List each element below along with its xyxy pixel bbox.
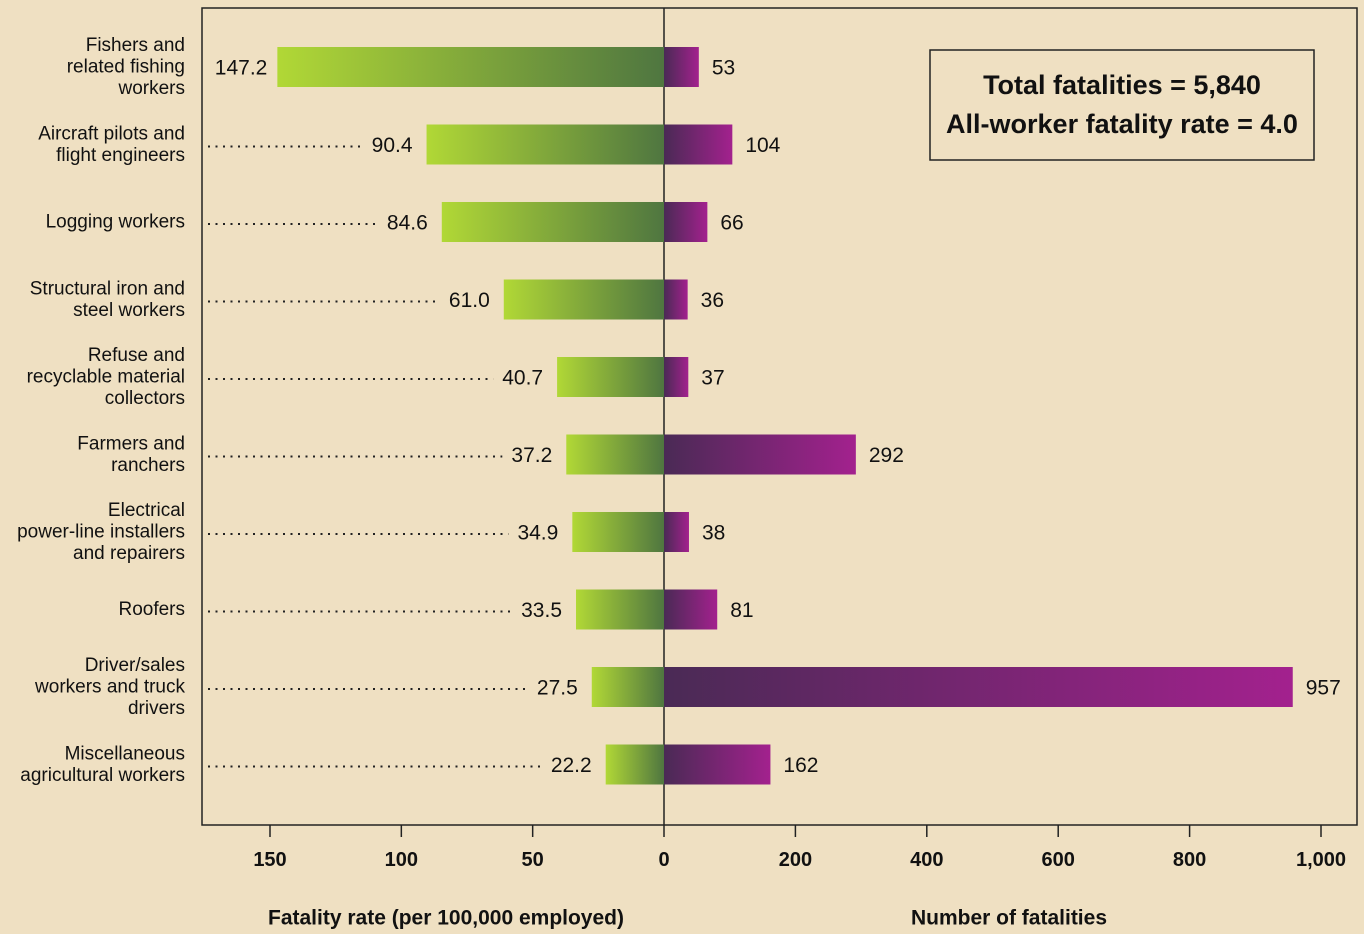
fatalities-bar: [664, 434, 856, 475]
rate-axis-title: Fatality rate (per 100,000 employed): [268, 907, 624, 930]
fatalities-value-label: 37: [701, 367, 724, 390]
category-label-line: ranchers: [111, 455, 185, 476]
rate-value-label: 90.4: [372, 134, 413, 157]
category-label-line: related fishing: [67, 57, 185, 78]
rate-value-label: 37.2: [511, 444, 552, 467]
rate-value-label: 27.5: [537, 677, 578, 700]
rate-bar: [426, 124, 664, 165]
rate-axis-tick-label: 50: [522, 849, 544, 871]
category-label: Farmers and ranchers: [77, 433, 185, 476]
category-label: Fishers and related fishing workers: [67, 35, 185, 99]
rate-axis-tick-label: 150: [253, 849, 286, 871]
rate-bar: [566, 434, 664, 475]
fatalities-bar: [664, 124, 733, 165]
fatalities-value-label: 957: [1306, 677, 1341, 700]
rate-value-label: 34.9: [517, 522, 558, 545]
fatalities-bar: [664, 667, 1293, 707]
rate-value-label: 61.0: [449, 289, 490, 312]
category-label-line: flight engineers: [56, 145, 185, 166]
fatalities-value-label: 104: [745, 134, 780, 157]
category-label-line: Roofers: [118, 599, 185, 620]
category-label: Structural iron and steel workers: [30, 278, 185, 321]
fatalities-axis-tick-label: 400: [910, 849, 943, 871]
category-label-line: Aircraft pilots and: [38, 123, 185, 144]
rate-bar: [503, 279, 664, 320]
rate-bar: [557, 357, 664, 397]
summary-box-line: All-worker fatality rate = 4.0: [946, 109, 1298, 139]
rate-bar: [441, 202, 664, 242]
category-label: Driver/sales workers and truck drivers: [34, 655, 185, 719]
fatalities-bar: [664, 512, 689, 552]
category-label-line: steel workers: [73, 300, 185, 321]
category-label-line: Refuse and: [88, 345, 185, 366]
category-label-line: power-line installers: [17, 522, 185, 543]
category-label-line: collectors: [105, 388, 185, 409]
rate-value-label: 147.2: [215, 57, 268, 80]
category-label-line: Electrical: [108, 500, 185, 521]
summary-box: Total fatalities = 5,840 All-worker fatal…: [929, 49, 1315, 161]
category-label-line: recyclable material: [27, 367, 185, 388]
rate-bar: [591, 667, 664, 707]
fatalities-bar: [664, 589, 718, 630]
category-label-line: Miscellaneous: [65, 743, 185, 764]
rate-bar: [605, 744, 664, 785]
category-label-line: Driver/sales: [85, 655, 185, 676]
category-label-line: Fishers and: [86, 35, 185, 56]
category-label-line: and repairers: [73, 543, 185, 564]
fatalities-bar: [664, 744, 771, 785]
fatalities-value-label: 53: [712, 57, 735, 80]
category-label-line: drivers: [128, 698, 185, 719]
rate-value-label: 40.7: [502, 367, 543, 390]
fatalities-axis-tick-label: 800: [1173, 849, 1206, 871]
category-label-line: workers: [117, 78, 185, 99]
bars-layer: [277, 47, 1293, 785]
rate-axis-tick-label: 100: [385, 849, 418, 871]
rate-axis-tick-label: 0: [658, 849, 669, 871]
fatalities-value-label: 36: [701, 289, 724, 312]
fatalities-value-label: 38: [702, 522, 725, 545]
rate-value-label: 22.2: [551, 754, 592, 777]
fatalities-bar: [664, 202, 708, 242]
fatalities-axis-tick-label: 600: [1042, 849, 1075, 871]
category-label-line: Farmers and: [77, 433, 185, 454]
category-label: Logging workers: [46, 212, 185, 233]
fatalities-axis-tick-label: 1,000: [1296, 849, 1346, 871]
fatalities-value-label: 81: [730, 599, 753, 622]
fatalities-value-label: 66: [720, 212, 743, 235]
summary-box-line: Total fatalities = 5,840: [983, 70, 1261, 100]
fatalities-bar: [664, 47, 699, 87]
fatalities-value-label: 162: [783, 754, 818, 777]
summary-box-border: [929, 49, 1315, 161]
rate-bar: [277, 47, 664, 87]
fatalities-bar: [664, 357, 689, 397]
category-label: Roofers: [118, 599, 185, 620]
rate-bar: [572, 512, 664, 552]
category-label-line: workers and truck: [34, 677, 185, 698]
fatalities-bar: [664, 279, 688, 320]
rate-value-label: 84.6: [387, 212, 428, 235]
category-label: Miscellaneous agricultural workers: [20, 743, 185, 786]
plot-border: [201, 7, 1358, 826]
category-label: Refuse and recyclable material collectors: [27, 345, 185, 409]
fatalities-value-label: 292: [869, 444, 904, 467]
rate-value-label: 33.5: [521, 599, 562, 622]
fatalities-axis-title: Number of fatalities: [911, 907, 1107, 930]
category-label-line: Structural iron and: [30, 278, 185, 299]
category-label: Aircraft pilots and flight engineers: [38, 123, 185, 166]
category-label: Electrical power-line installers and repai…: [17, 500, 185, 564]
rate-bar: [576, 589, 664, 630]
fatalities-axis-tick-label: 200: [779, 849, 812, 871]
category-label-line: Logging workers: [46, 212, 185, 233]
category-label-line: agricultural workers: [20, 765, 185, 786]
axes-layer: 150 100 50 0 200 400 600 800 1,000 Fatality rate …: [253, 825, 1346, 930]
